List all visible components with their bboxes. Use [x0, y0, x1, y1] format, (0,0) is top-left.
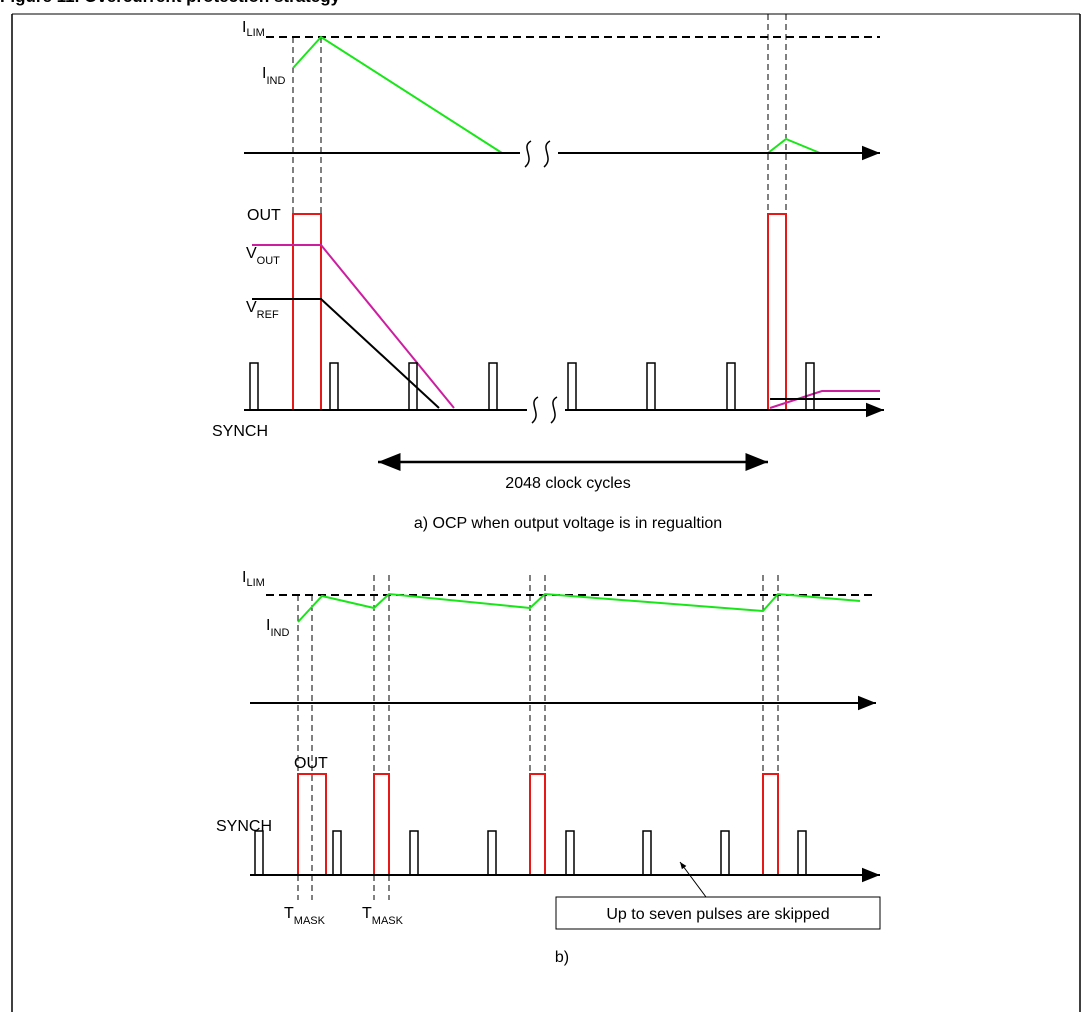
out-pulse	[762, 773, 779, 876]
synch-pulse	[565, 830, 575, 876]
inductor-current-trace-b	[297, 592, 861, 623]
panel-b: ILIM IIND OUT SYNCH TMASK	[216, 569, 881, 966]
synch-pulse	[254, 830, 264, 876]
i-ind-label-a: IIND	[262, 65, 285, 87]
out-pulse	[767, 213, 787, 411]
axis-break-a-upper	[520, 138, 558, 168]
inductor-current-trace-a	[292, 35, 503, 154]
synch-pulse	[329, 362, 339, 411]
v-out-label-a: VOUT	[246, 245, 280, 267]
panel-b-title: b)	[555, 949, 569, 966]
synch-pulse	[642, 830, 652, 876]
axis-break-a-lower	[527, 394, 565, 424]
inductor-current-trace-a2	[767, 137, 821, 154]
guide-lines-a	[292, 14, 787, 410]
v-out-trace	[252, 244, 455, 409]
v-out-trace-recovery	[769, 390, 880, 409]
i-ind-label-b: IIND	[266, 617, 289, 639]
synch-pulse	[488, 362, 498, 411]
synch-pulse	[249, 362, 259, 411]
synch-pulse	[567, 362, 577, 411]
synch-pulse	[409, 830, 419, 876]
clock-span-label: 2048 clock cycles	[505, 475, 630, 492]
v-ref-label-a: VREF	[246, 299, 279, 321]
t-mask-label-1: TMASK	[284, 905, 326, 927]
synch-pulse	[797, 830, 807, 876]
guide-lines-b	[297, 575, 779, 900]
out-label-a: OUT	[247, 207, 281, 224]
out-pulse	[292, 213, 322, 411]
i-lim-label-a: ILIM	[242, 19, 265, 39]
synch-pulse	[646, 362, 656, 411]
figure-caption: Figure 11. Overcurrent protection strate…	[0, 0, 340, 8]
panel-a-title: a) OCP when output voltage is in regualt…	[414, 515, 722, 532]
out-pulse	[373, 773, 390, 876]
out-label-b: OUT	[294, 755, 328, 772]
callout-text: Up to seven pulses are skipped	[606, 906, 829, 923]
synch-pulse	[720, 830, 730, 876]
synch-pulse	[726, 362, 736, 411]
t-mask-label-2: TMASK	[362, 905, 404, 927]
synch-pulse	[487, 830, 497, 876]
v-ref-trace	[252, 298, 440, 409]
synch-pulse	[805, 362, 815, 411]
callout-box	[555, 896, 881, 930]
synch-pulse	[332, 830, 342, 876]
panel-a: ILIM IIND OUT VOUT VREF	[212, 14, 884, 532]
callout-pointer	[679, 861, 707, 898]
i-lim-label-b: ILIM	[242, 569, 265, 589]
out-pulses-b	[297, 773, 779, 876]
out-pulse	[529, 773, 546, 876]
synch-label-a: SYNCH	[212, 423, 268, 440]
